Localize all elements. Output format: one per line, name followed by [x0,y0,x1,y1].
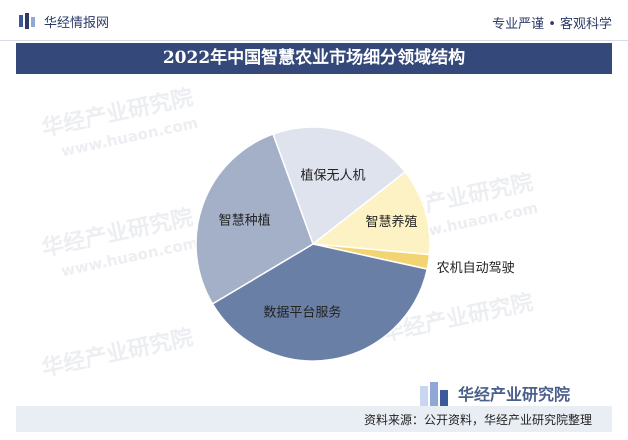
slice-label: 智慧种植 [219,213,271,229]
footer: 资料来源：公开资料，华经产业研究院整理 [16,406,612,432]
brand[interactable]: 华经情报网 [18,12,110,31]
footer-logo: 华经产业研究院 [420,382,570,408]
tagline: 专业严谨 • 客观科学 [492,17,612,32]
brand-logo-icon [19,13,35,29]
slice-label: 农机自动驾驶 [437,261,515,276]
chart-title: 2022年中国智慧农业市场细分领域结构 [16,43,612,74]
pie-chart: 植保无人机智慧养殖农机自动驾驶数据平台服务 智慧种植 [0,74,628,404]
brand-name: 华经情报网 [44,15,110,31]
footer-logo-text: 华经产业研究院 [458,385,570,404]
source-note: 资料来源：公开资料，华经产业研究院整理 [363,413,592,427]
slice-label: 数据平台服务 [263,305,341,321]
pie-slice [195,133,314,305]
footer-logo-icon [420,382,448,408]
slice-label: 智慧养殖 [366,214,418,230]
pie-slice [211,243,429,362]
pie-slice [272,126,407,246]
slice-label: 植保无人机 [300,168,365,183]
pie-slice [311,170,431,256]
header: 华经情报网 专业严谨 • 客观科学 [0,0,628,41]
